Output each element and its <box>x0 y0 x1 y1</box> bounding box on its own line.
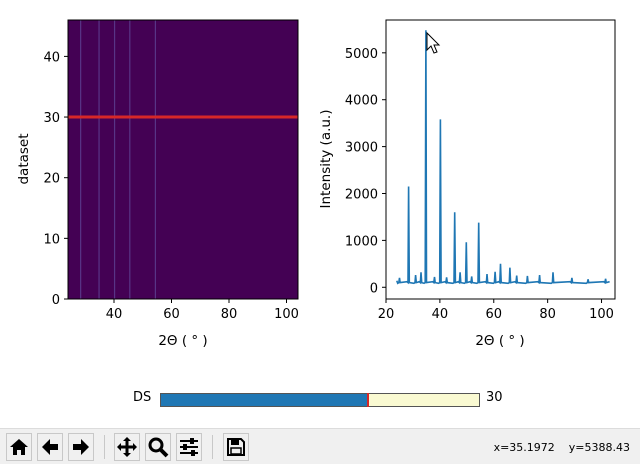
intensity-y-tick-label: 0 <box>370 281 378 296</box>
intensity-x-tick-label: 40 <box>432 307 449 322</box>
heatmap-y-tick-label: 40 <box>43 50 60 65</box>
intensity-x-tick-label: 80 <box>539 307 556 322</box>
intensity-y-tick-label: 3000 <box>345 141 378 156</box>
configure-icon <box>180 438 198 456</box>
heatmap-x-tick-label: 60 <box>163 307 180 322</box>
intensity-series-line <box>396 30 610 285</box>
heatmap-image[interactable] <box>68 20 298 299</box>
configure-subplots-button[interactable] <box>176 433 202 461</box>
heatmap-y-tick-label: 30 <box>43 111 60 126</box>
intensity-x-tick-label: 60 <box>485 307 502 322</box>
pan-button[interactable] <box>114 433 140 461</box>
intensity-plot-area[interactable] <box>386 20 615 299</box>
heatmap-axes[interactable]: 40 60 80 100 0 10 20 30 40 2Θ ( ° ) dataset <box>16 19 299 349</box>
intensity-y-tick-label: 2000 <box>345 187 378 202</box>
heatmap-y-axis-label: dataset <box>16 133 32 184</box>
back-button[interactable] <box>37 433 63 461</box>
heatmap-x-tick-label: 100 <box>274 307 299 322</box>
dataset-slider[interactable] <box>160 393 480 407</box>
intensity-x-tick-label: 20 <box>378 307 395 322</box>
intensity-y-axis-label: Intensity (a.u.) <box>318 110 334 209</box>
heatmap-frame <box>67 19 299 300</box>
forward-button[interactable] <box>68 433 94 461</box>
heatmap-y-tick-label: 20 <box>43 172 60 187</box>
cursor-x-readout: x=35.1972 <box>493 441 555 454</box>
intensity-frame <box>385 19 616 300</box>
cursor-coordinates: x=35.1972 y=5388.43 <box>480 441 630 454</box>
navigation-toolbar: x=35.1972 y=5388.43 <box>0 428 640 464</box>
cursor-y-readout: y=5388.43 <box>568 441 630 454</box>
zoom-button[interactable] <box>145 433 171 461</box>
intensity-y-tick-label: 4000 <box>345 94 378 109</box>
home-button[interactable] <box>6 433 32 461</box>
mouse-cursor-icon <box>426 31 441 54</box>
pan-icon <box>117 437 137 457</box>
dataset-slider-fill <box>161 394 369 406</box>
home-icon <box>10 439 28 455</box>
intensity-y-tick-label: 1000 <box>345 234 378 249</box>
heatmap-x-tick-label: 40 <box>106 307 123 322</box>
heatmap-y-tick-label: 10 <box>43 232 60 247</box>
dataset-slider-label: DS <box>133 390 152 405</box>
dataset-slider-handle[interactable] <box>367 393 370 407</box>
intensity-x-tick-label: 100 <box>589 307 614 322</box>
toolbar-separator <box>212 435 213 459</box>
intensity-x-axis-label: 2Θ ( ° ) <box>475 333 524 349</box>
intensity-y-tick-label: 5000 <box>345 47 378 62</box>
zoom-icon <box>148 437 169 458</box>
heatmap-y-tick-label: 0 <box>52 293 60 308</box>
save-button[interactable] <box>223 433 249 461</box>
back-icon <box>42 439 58 455</box>
heatmap-x-tick-label: 80 <box>221 307 238 322</box>
dataset-slider-value: 30 <box>486 390 503 405</box>
heatmap-x-axis-label: 2Θ ( ° ) <box>158 333 207 349</box>
save-icon <box>227 438 245 456</box>
forward-icon <box>73 439 89 455</box>
toolbar-separator <box>104 435 105 459</box>
intensity-axes[interactable]: 20 40 60 80 100 0 1000 2000 3000 4000 5000 2Θ ( °… <box>318 19 616 349</box>
